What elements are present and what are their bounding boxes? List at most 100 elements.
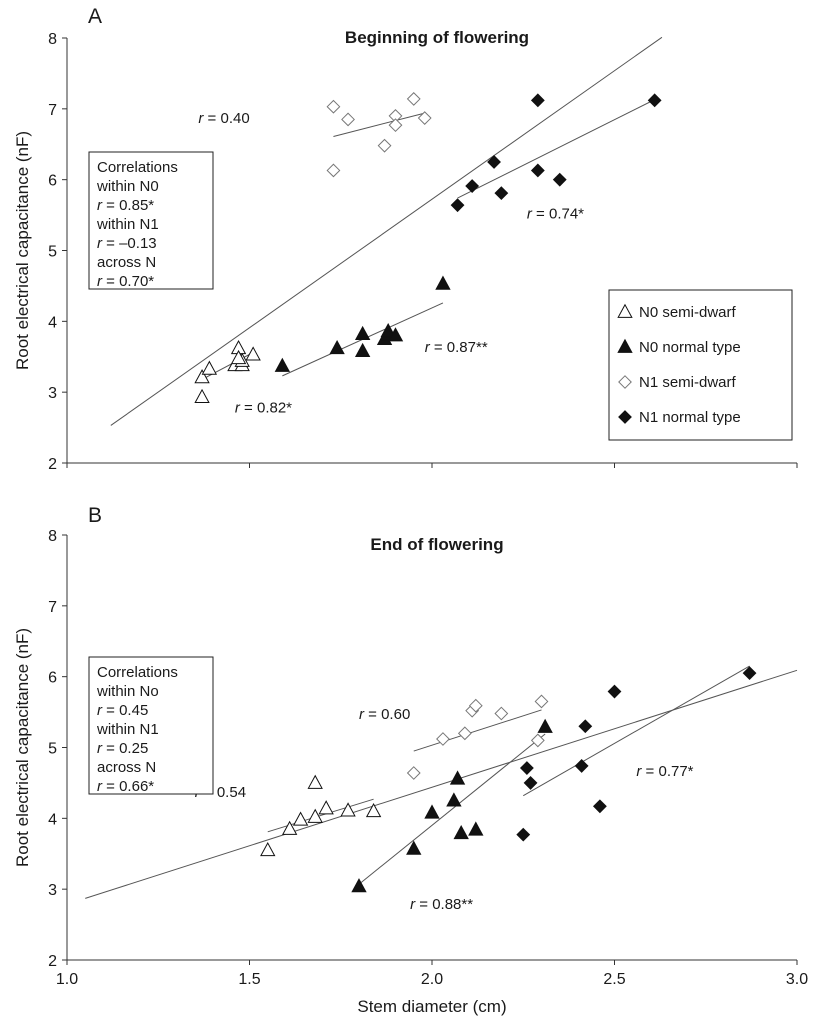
legend-marker [618,410,632,424]
panel-letter: A [88,5,102,28]
r-symbol: r [425,339,431,356]
chart-title: Beginning of flowering [345,28,529,47]
legend-label: N1 normal type [639,409,741,426]
correlation-label: across N [97,254,156,271]
data-point [245,346,261,361]
correlations-box [88,656,214,795]
r-value: = 0.45 [102,702,148,719]
r-symbol: r [527,206,533,223]
r-symbol: r [410,896,416,913]
panel-b: 2 3 4 5 6 7 8 B End of flowering Root electrical … [13,504,798,970]
data-point [201,360,218,375]
x-tick-label: 1.0 [56,971,78,988]
data-point [354,342,371,357]
correlation-label: Correlations [97,159,178,176]
data-point [494,706,509,721]
data-point [537,718,553,733]
r-label: r = 0.88** [410,896,473,913]
regression-line [358,733,546,885]
r-value: = 0.60 [364,706,410,723]
r-label: r = 0.82* [235,400,292,417]
correlation-label: within No [96,683,159,700]
y-axis-label: Root electrical capacitance (nF) [13,131,32,370]
y-tick-label: 5 [48,741,57,758]
legend-label: N1 semi-dwarf [639,374,737,391]
correlation-value: r = 0.85* [97,197,154,214]
x-tick-label: 3.0 [786,971,808,988]
panel-a: 2 3 4 5 6 7 8 A Beginning of flowering Root elect… [13,5,798,473]
data-point [388,118,403,133]
r-symbol: r [97,740,103,757]
r-value: = 0.87** [430,339,488,356]
regression-line [85,669,798,899]
data-point [307,808,323,823]
data-point [592,799,607,814]
panel-letter: B [88,504,102,527]
data-point [453,824,469,840]
data-point [449,770,466,785]
r-value: = 0.85* [102,197,154,214]
data-point [530,733,545,748]
data-point [326,99,341,114]
y-tick-label: 6 [48,670,57,687]
regression-line [201,352,254,380]
legend-marker [617,303,633,318]
x-axis-label: Stem diameter (cm) [357,997,506,1016]
r-label: r = 0.74* [527,206,584,223]
legend-label: N0 normal type [639,339,741,356]
y-tick-label: 4 [48,314,57,331]
y-tick-label: 8 [48,31,57,48]
regression-line [333,112,425,137]
data-point [450,198,465,213]
regression-line [457,99,655,199]
data-point [446,792,462,807]
data-point [406,840,422,855]
data-point [468,698,483,713]
y-tick-label: 6 [48,173,57,190]
data-point [647,93,662,108]
y-tick-label: 7 [48,599,57,616]
legend-label: N0 semi-dwarf [639,304,737,321]
data-point [424,804,440,819]
data-point [329,340,345,355]
x-axis: 1.0 1.5 2.0 2.5 3.0 Stem diameter (cm) [56,971,808,1016]
correlation-label: within N1 [96,721,159,738]
data-point [260,841,276,857]
correlation-value: r = 0.70* [97,273,154,290]
x-tick-label: 2.0 [421,971,443,988]
data-point [406,766,421,780]
correlation-value: r = –0.13 [97,235,157,252]
regression-line [523,665,750,797]
data-point [468,821,484,836]
data-point [194,369,210,384]
r-value: = 0.77* [641,763,693,780]
correlation-label: across N [97,759,156,776]
r-value: = 0.82* [240,400,292,417]
correlation-value: r = 0.66* [97,778,154,795]
legend-marker [617,338,633,353]
correlation-label: Correlations [97,664,178,681]
r-value: = 0.74* [532,206,584,223]
legend [608,289,793,441]
chart-title: End of flowering [370,535,503,554]
data-point [281,820,298,835]
data-point [530,93,545,108]
correlations-box [88,151,214,290]
y-axis-label: Root electrical capacitance (nF) [13,628,32,867]
r-symbol: r [97,197,103,214]
data-point [435,275,451,290]
r-label: r = 0.40 [198,110,249,127]
data-point [523,776,538,790]
r-symbol: r [198,110,204,127]
correlation-label: within N1 [96,216,159,233]
data-point [380,323,396,338]
r-label: r = 0.77* [636,763,693,780]
data-point [494,186,509,201]
y-tick-label: 2 [48,456,57,473]
data-point [387,327,404,342]
regression-line [110,36,663,426]
data-point [377,138,392,153]
r-value: = 0.40 [203,110,249,127]
x-tick-label: 1.5 [238,971,260,988]
